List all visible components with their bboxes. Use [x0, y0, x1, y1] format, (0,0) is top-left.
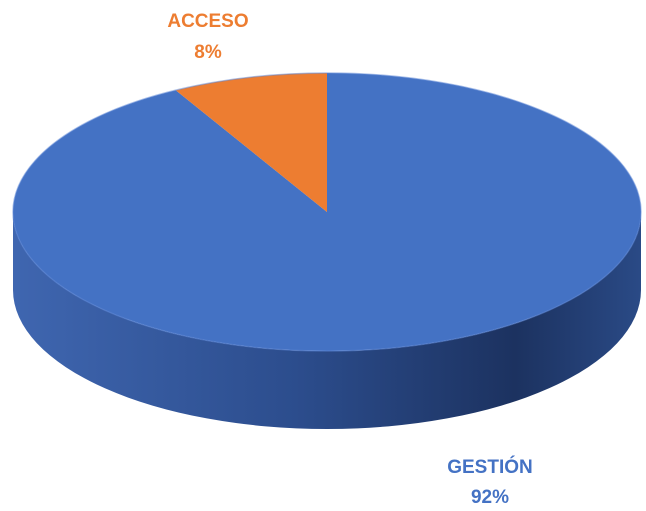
data-label-gestion-percent: 92% — [471, 487, 509, 508]
pie-top-rim — [12, 72, 642, 352]
pie-slice-acceso — [175, 73, 327, 212]
pie-side-gestion — [13, 212, 641, 429]
data-label-gestion-category: GESTIÓN — [447, 456, 533, 478]
pie-slice-gestion — [12, 73, 641, 351]
data-label-acceso-percent: 8% — [194, 42, 222, 63]
data-label-acceso-category: ACCESO — [167, 11, 248, 32]
